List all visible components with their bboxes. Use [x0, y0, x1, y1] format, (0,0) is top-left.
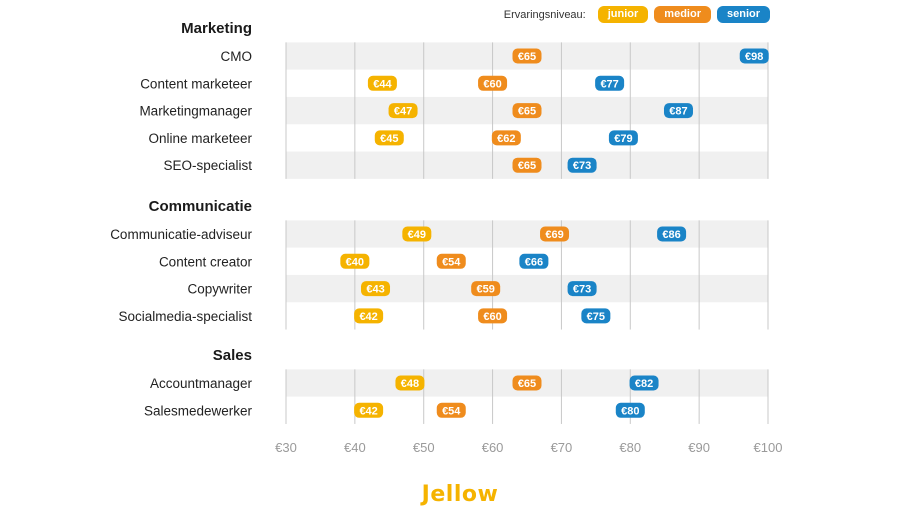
- point-senior: [595, 75, 625, 91]
- point-junior: [354, 402, 384, 418]
- point-medior: [540, 226, 570, 242]
- x-tick-label: €70: [551, 440, 573, 455]
- point-junior: [388, 103, 418, 119]
- jellow-logo: Jellow: [0, 482, 920, 507]
- point-medior: [436, 253, 466, 269]
- point-label-senior: €98: [745, 51, 763, 63]
- point-medior: [512, 157, 542, 173]
- point-senior: [657, 226, 687, 242]
- row-label: Online marketeer: [148, 131, 252, 146]
- point-label-medior: €62: [497, 133, 515, 145]
- point-label-senior: €75: [587, 311, 605, 323]
- point-label-medior: €59: [477, 284, 495, 296]
- point-label-junior: €47: [394, 106, 412, 118]
- group-title: Sales: [213, 347, 252, 364]
- point-senior: [567, 281, 597, 297]
- point-medior: [512, 103, 542, 119]
- point-label-senior: €73: [573, 284, 591, 296]
- group-title: Marketing: [181, 20, 252, 37]
- row-label: Marketingmanager: [139, 104, 252, 119]
- point-label-medior: €54: [442, 405, 461, 417]
- point-label-junior: €43: [366, 284, 384, 296]
- point-junior: [340, 253, 370, 269]
- point-label-medior: €60: [483, 78, 501, 90]
- point-label-senior: €80: [621, 405, 639, 417]
- row-background: [286, 220, 768, 248]
- point-label-senior: €79: [614, 133, 632, 145]
- point-label-medior: €65: [518, 106, 536, 118]
- row-label: CMO: [221, 49, 253, 64]
- logo-text: Jellow: [421, 482, 499, 507]
- row-label: Content creator: [159, 254, 253, 269]
- point-label-senior: €86: [662, 229, 680, 241]
- x-tick-label: €90: [688, 440, 710, 455]
- point-junior: [395, 375, 425, 391]
- legend-senior: senior: [716, 6, 770, 23]
- point-senior: [519, 253, 549, 269]
- point-label-senior: €66: [525, 256, 543, 268]
- point-senior: [615, 402, 645, 418]
- x-tick-label: €100: [754, 440, 783, 455]
- row-label: SEO-specialist: [163, 158, 252, 173]
- point-label-junior: €40: [346, 256, 364, 268]
- x-tick-label: €60: [482, 440, 504, 455]
- point-label-medior: €65: [518, 51, 536, 63]
- point-medior: [491, 130, 521, 146]
- legend-junior: junior: [597, 6, 649, 23]
- point-label-junior: €42: [359, 405, 377, 417]
- x-tick-label: €30: [275, 440, 297, 455]
- row-label: Socialmedia-specialist: [118, 309, 252, 324]
- point-medior: [478, 308, 508, 324]
- point-medior: [512, 48, 542, 64]
- row-background: [286, 274, 768, 303]
- row-label: Salesmedewerker: [144, 403, 253, 418]
- point-senior: [629, 375, 659, 391]
- row-label: Content marketeer: [140, 76, 252, 91]
- point-senior: [663, 103, 693, 119]
- point-senior: [581, 308, 611, 324]
- point-junior: [402, 226, 432, 242]
- legend-title: Ervaringsniveau:: [503, 8, 586, 21]
- point-senior: [739, 48, 769, 64]
- point-label-medior: €54: [442, 256, 461, 268]
- point-label-medior: €60: [483, 311, 501, 323]
- point-label-junior: €49: [408, 229, 426, 241]
- point-medior: [512, 375, 542, 391]
- point-junior: [367, 75, 397, 91]
- x-tick-label: €50: [413, 440, 435, 455]
- point-junior: [374, 130, 404, 146]
- group-title: Communicatie: [149, 198, 252, 215]
- x-tick-label: €40: [344, 440, 366, 455]
- point-medior: [471, 281, 501, 297]
- row-label: Copywriter: [187, 282, 252, 297]
- point-label-junior: €44: [373, 78, 392, 90]
- point-senior: [608, 130, 638, 146]
- point-junior: [361, 281, 391, 297]
- point-label-senior: €73: [573, 160, 591, 172]
- point-junior: [354, 308, 384, 324]
- point-medior: [436, 402, 466, 418]
- point-label-medior: €69: [545, 229, 563, 241]
- point-senior: [567, 157, 597, 173]
- point-label-junior: €45: [380, 133, 398, 145]
- row-label: Communicatie-adviseur: [110, 227, 252, 242]
- legend-medior: medior: [654, 6, 711, 23]
- point-label-senior: €82: [635, 378, 653, 390]
- point-label-senior: €87: [669, 106, 687, 118]
- point-label-junior: €42: [359, 311, 377, 323]
- x-tick-label: €80: [619, 440, 641, 455]
- point-label-senior: €77: [600, 78, 618, 90]
- point-medior: [478, 75, 508, 91]
- row-label: Accountmanager: [150, 376, 253, 391]
- legend: Ervaringsniveau: junior medior senior: [504, 6, 770, 23]
- point-label-medior: €65: [518, 160, 536, 172]
- point-label-medior: €65: [518, 378, 536, 390]
- point-label-junior: €48: [401, 378, 419, 390]
